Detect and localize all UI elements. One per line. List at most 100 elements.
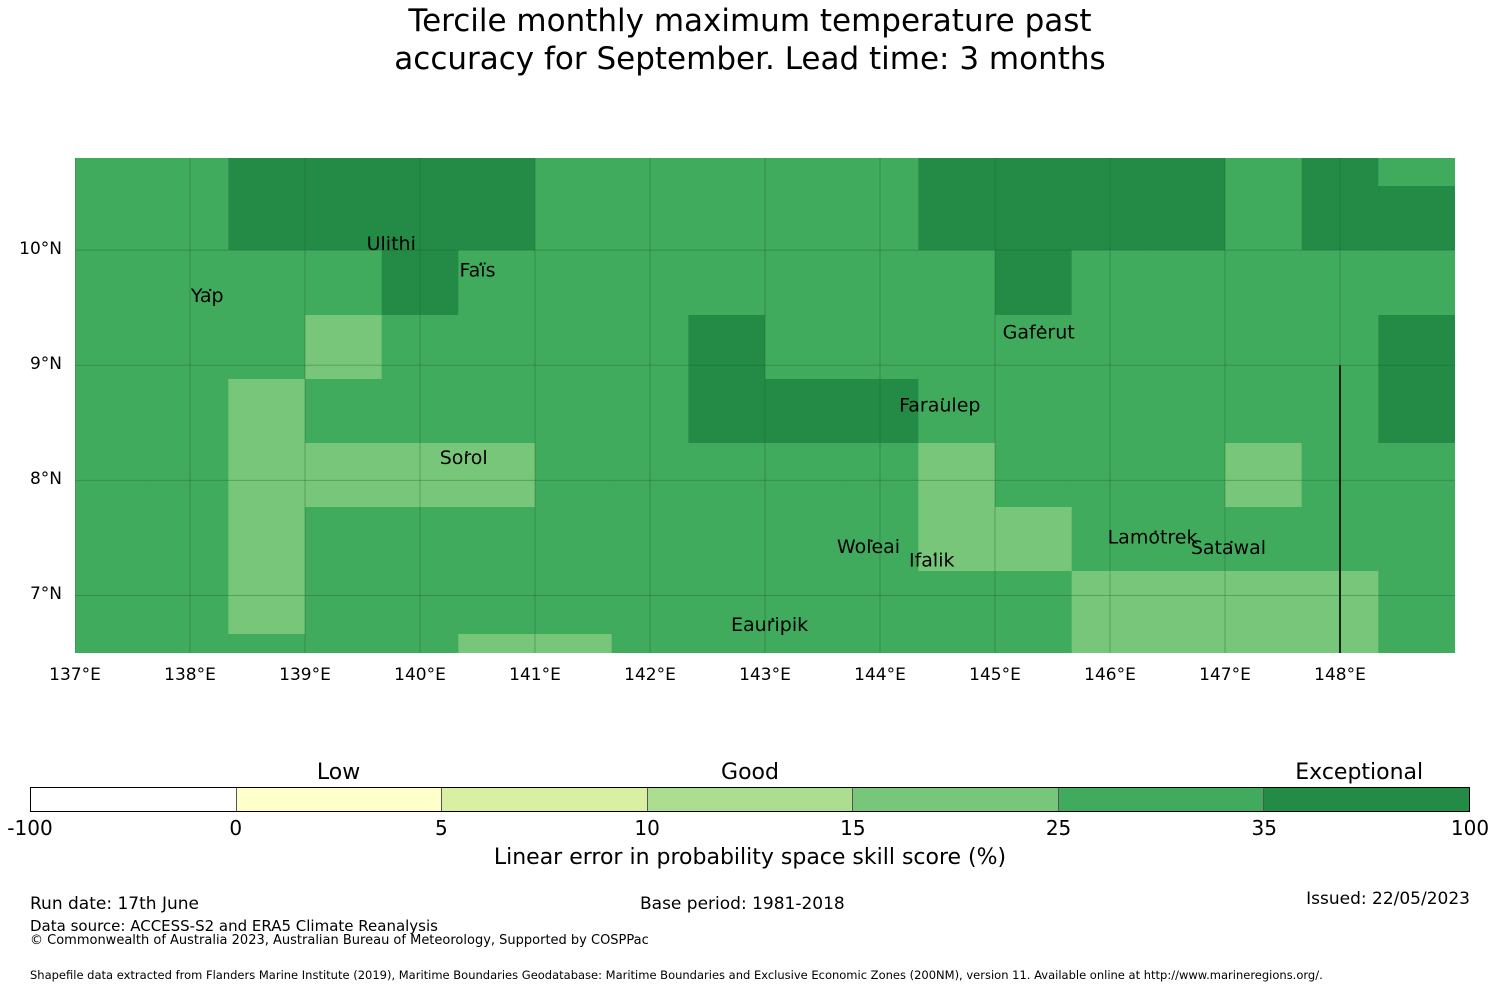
shapefile-credit: Shapefile data extracted from Flanders M… — [30, 968, 1323, 982]
skill-cell — [995, 443, 1073, 508]
longitude-label: 144°E — [854, 665, 906, 685]
skill-cell — [151, 158, 229, 187]
latitude-label: 8°N — [29, 469, 62, 490]
chart-title: Tercile monthly maximum temperature past… — [0, 2, 1500, 78]
skill-cell — [75, 507, 153, 572]
longitude-label: 138°E — [164, 665, 216, 685]
skill-cell — [918, 186, 996, 251]
skill-cell — [228, 158, 306, 187]
skill-cell — [918, 443, 996, 508]
skill-cell — [228, 443, 306, 508]
skill-cell — [381, 250, 459, 316]
skill-cell — [1071, 634, 1149, 653]
skill-cell — [535, 634, 613, 653]
skill-cell — [1148, 634, 1226, 653]
skill-cell — [611, 315, 689, 380]
skill-cell — [1225, 507, 1303, 572]
skill-cell — [1378, 634, 1455, 653]
skill-cell — [688, 443, 766, 508]
skill-map: Ulithi Faïs Yap Gaferut Faraulep Sorol Woleai I… — [75, 158, 1455, 653]
island-marker — [465, 451, 468, 454]
skill-cell — [1071, 250, 1149, 316]
skill-cell — [458, 571, 536, 635]
island-label: Eauripik — [731, 614, 808, 636]
skill-cell — [1071, 315, 1149, 380]
skill-cell — [611, 571, 689, 635]
colorbar-label: Linear error in probability space skill … — [493, 845, 1007, 870]
copyright: © Commonwealth of Australia 2023, Austra… — [30, 933, 649, 948]
skill-cell — [228, 634, 306, 653]
skill-cell — [995, 158, 1073, 187]
base-period: Base period: 1981-2018 — [640, 894, 845, 914]
skill-cell — [1378, 507, 1455, 572]
skill-cell — [918, 634, 996, 653]
skill-cell — [611, 379, 689, 444]
skill-cell — [1148, 186, 1226, 251]
colorbar-segment — [853, 788, 1059, 811]
skill-cell — [688, 571, 766, 635]
skill-cell — [75, 315, 153, 380]
skill-cell — [611, 250, 689, 316]
skill-cell — [1148, 507, 1226, 572]
skill-cell — [1071, 571, 1149, 635]
skill-cell — [75, 186, 153, 251]
island-marker — [941, 398, 944, 401]
skill-cell — [841, 571, 919, 635]
colorbar-category-label: Exceptional — [1295, 760, 1424, 785]
skill-cell — [381, 571, 459, 635]
skill-cell — [381, 315, 459, 380]
skill-cell — [765, 379, 843, 444]
skill-cell — [535, 158, 613, 187]
skill-cell — [151, 443, 229, 508]
title-line-1: Tercile monthly maximum temperature past — [408, 3, 1092, 39]
skill-cell — [1071, 158, 1149, 187]
skill-cell — [688, 379, 766, 444]
skill-cell — [995, 507, 1073, 572]
skill-cell — [535, 315, 613, 380]
skill-cell — [381, 379, 459, 444]
colorbar-segment — [1264, 788, 1470, 811]
skill-cell — [1378, 379, 1455, 444]
colorbar-tick-label: 5 — [435, 816, 448, 840]
data-source: Data source: ACCESS-S2 and ERA5 Climate … — [30, 917, 438, 935]
skill-cell — [611, 443, 689, 508]
skill-cell — [765, 443, 843, 508]
island-label: Lamotrek — [1108, 527, 1198, 549]
skill-cell — [151, 315, 229, 380]
colorbar-tick-label: 25 — [1045, 816, 1072, 840]
colorbar-segment — [31, 788, 237, 811]
skill-cell — [535, 507, 613, 572]
island-label: Faïs — [459, 260, 495, 282]
island-marker — [870, 539, 873, 543]
skill-cell — [535, 186, 613, 251]
skill-cell — [75, 634, 153, 653]
skill-cell — [151, 250, 229, 316]
skill-cell — [611, 634, 689, 653]
island-marker — [771, 617, 774, 621]
island-label: Woleai — [837, 536, 900, 558]
longitude-label: 142°E — [624, 665, 676, 685]
island-label: Faraulep — [899, 394, 980, 416]
skill-cell — [1301, 186, 1379, 251]
skill-cell — [535, 250, 613, 316]
skill-cell — [1378, 186, 1455, 251]
skill-cell — [918, 507, 996, 572]
skill-cell — [611, 186, 689, 251]
skill-cell — [918, 315, 996, 380]
skill-cell — [458, 443, 536, 508]
skill-cell — [228, 379, 306, 444]
skill-cell — [1378, 443, 1455, 508]
island-marker — [1230, 540, 1233, 544]
issued-date: Issued: 22/05/2023 — [1306, 889, 1470, 909]
colorbar-tick-label: 35 — [1251, 816, 1277, 840]
skill-cell — [381, 507, 459, 572]
longitude-label: 147°E — [1199, 665, 1251, 685]
longitude-label: 139°E — [279, 665, 331, 685]
skill-cell — [688, 186, 766, 251]
skill-cell — [1225, 634, 1303, 653]
skill-cell — [995, 250, 1073, 316]
skill-cell — [535, 379, 613, 444]
skill-cell — [228, 250, 306, 316]
skill-cell — [535, 571, 613, 635]
island-label: Satawal — [1191, 537, 1266, 559]
